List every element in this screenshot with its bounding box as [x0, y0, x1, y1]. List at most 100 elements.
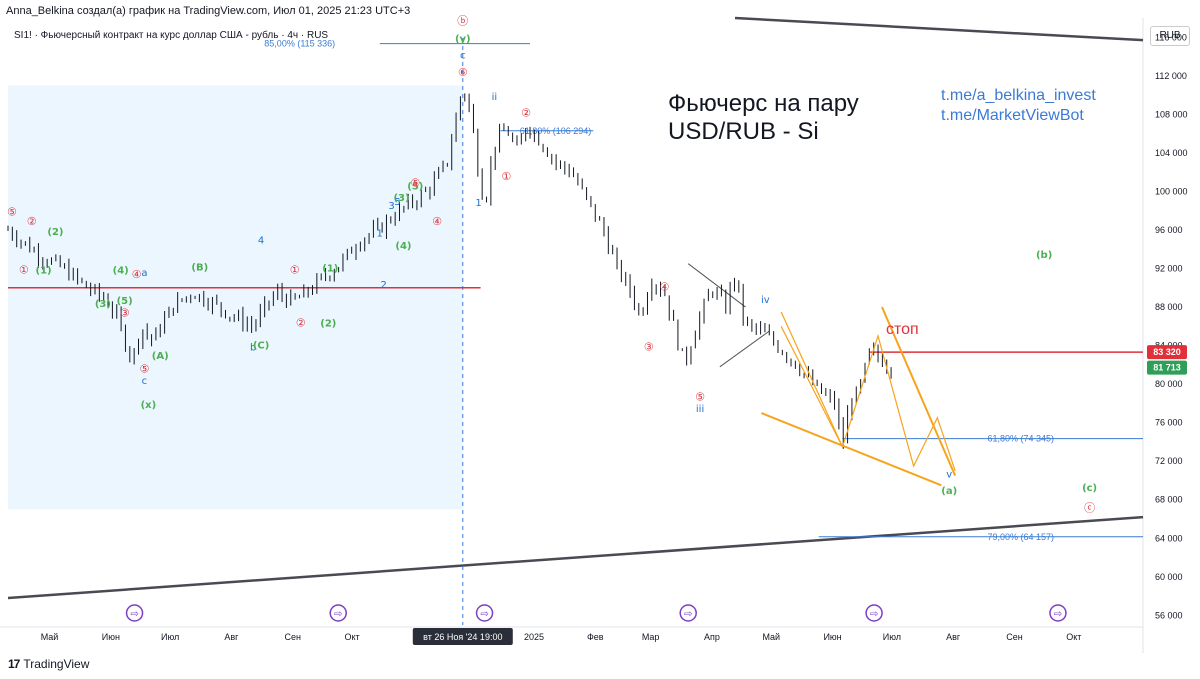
event-icon[interactable] [329, 604, 347, 622]
wave-label: (2) [47, 227, 63, 238]
event-arrow-icon: ⇨ [480, 609, 488, 620]
fib-label: 85,00% (115 336) [264, 39, 335, 49]
wave-label: (x) [141, 400, 157, 411]
wave-label: (5) [407, 182, 423, 193]
wedge-line[interactable] [760, 412, 942, 487]
price-tick-label: 104 000 [1155, 148, 1188, 158]
event-arrow-icon: ⇨ [684, 609, 692, 620]
footer-brand: TradingView [23, 657, 90, 671]
wave-label: ④ [660, 281, 670, 294]
channel-segment[interactable] [719, 330, 770, 368]
wave-label: (y) [455, 34, 471, 45]
price-tick-label: 60 000 [1155, 572, 1183, 582]
price-tick-label: 80 000 [1155, 379, 1183, 389]
event-icon[interactable] [125, 604, 144, 622]
wave-label: c [142, 376, 148, 387]
title-line-1: Фьючерс на пару [668, 90, 859, 117]
price-tick-label: 88 000 [1155, 302, 1183, 312]
event-arrow-icon: ⇨ [130, 609, 138, 620]
wedge-line[interactable] [881, 306, 957, 477]
time-tick-label: Май [762, 632, 780, 642]
wedge-line[interactable] [780, 311, 843, 448]
stop-label: стоп [886, 321, 919, 338]
wave-label: (c) [1082, 483, 1097, 494]
currency-button[interactable]: RUB [1150, 26, 1190, 46]
time-tick-label: Мар [642, 632, 660, 642]
event-arrow-icon: ⇨ [1054, 609, 1062, 620]
wave-label: (1) [322, 263, 338, 274]
fib-label: 61,80% (74 345) [987, 434, 1054, 444]
upper-trend-line[interactable] [734, 16, 1144, 42]
time-badge [412, 628, 513, 645]
wave-label: (5) [117, 296, 133, 307]
wave-label: (3) [95, 299, 111, 310]
wave-label: a [141, 268, 147, 279]
wave-label: 5 [394, 197, 400, 208]
title-line-2: USD/RUB - Si [668, 118, 819, 145]
time-tick-label: Окт [1066, 632, 1081, 642]
wave-label: ③ [120, 307, 130, 320]
wave-label: (A) [152, 351, 169, 362]
price-tick-label: 108 000 [1155, 109, 1188, 119]
wave-label: ⓒ [1084, 501, 1095, 514]
wave-label: (B) [191, 262, 208, 273]
price-tick-label: 64 000 [1155, 533, 1183, 543]
link-telegram-channel: t.me/a_belkina_invest [941, 87, 1096, 104]
time-tick-label: Сен [284, 632, 301, 642]
price-tick-label: 92 000 [1155, 264, 1183, 274]
wave-label: ii [492, 92, 498, 103]
wave-label: 2 [381, 280, 387, 291]
wave-label: 4 [258, 235, 264, 246]
time-tick-label: Июн [823, 632, 841, 642]
wave-label: ⑤ [7, 206, 17, 219]
time-tick-label: Авг [224, 632, 239, 642]
time-tick-label: Апр [704, 632, 720, 642]
price-tick-label: 68 000 [1155, 495, 1183, 505]
chart-attribution: Anna_Belkina создал(а) график на Trading… [6, 5, 411, 17]
wave-label: (a) [941, 486, 957, 497]
price-tick-label: 72 000 [1155, 456, 1183, 466]
time-tick-label: Июн [102, 632, 120, 642]
price-tick-label: 76 000 [1155, 418, 1183, 428]
wave-label: ② [296, 316, 306, 329]
lower-trend-line[interactable] [7, 515, 1144, 600]
wave-label: ③ [644, 340, 654, 353]
time-tick-label: Июл [161, 632, 179, 642]
time-tick-label: Май [41, 632, 59, 642]
price-tick-label: 56 000 [1155, 610, 1183, 620]
time-tick-label: Июл [883, 632, 901, 642]
event-icon[interactable] [1049, 604, 1067, 622]
wave-label: c [460, 50, 466, 61]
wave-label: 1 [377, 229, 383, 240]
fib-label: 79,00% (64 157) [987, 532, 1054, 542]
wave-label: (1) [36, 265, 52, 276]
wave-label: iii [696, 404, 704, 415]
price-tick-label: 116 000 [1155, 32, 1187, 42]
price-tick-label: 96 000 [1155, 225, 1183, 235]
wave-label: ① [19, 263, 29, 276]
event-icon[interactable] [679, 604, 697, 622]
symbol-legend[interactable]: SI1! · Фьючерсный контракт на курс долла… [14, 30, 329, 41]
wave-label: ④ [132, 268, 142, 281]
time-tick-label: Сен [1006, 632, 1023, 642]
wave-label: (3) [393, 193, 409, 204]
wave-label: ② [521, 106, 531, 119]
wave-label: (b) [1036, 250, 1052, 261]
wave-label: 3 [388, 201, 394, 212]
forecast-path[interactable] [780, 326, 956, 472]
event-icon[interactable] [865, 604, 883, 622]
event-arrow-icon: ⇨ [334, 609, 342, 620]
link-telegram-bot: t.me/MarketViewBot [941, 107, 1084, 124]
channel-segment[interactable] [687, 263, 746, 308]
wave-label: (2) [320, 318, 336, 329]
highlight-zone [8, 85, 463, 510]
wave-label: ① [501, 170, 511, 183]
event-icon[interactable] [475, 604, 494, 622]
wave-label: (4) [113, 265, 129, 276]
price-badge-label: 81 713 [1153, 363, 1181, 373]
links-annotation: t.me/a_belkina_invest t.me/MarketViewBot [941, 86, 1096, 126]
wave-label: ② [27, 215, 37, 228]
wave-label: b [250, 342, 256, 353]
wave-label: 1 [475, 198, 481, 209]
